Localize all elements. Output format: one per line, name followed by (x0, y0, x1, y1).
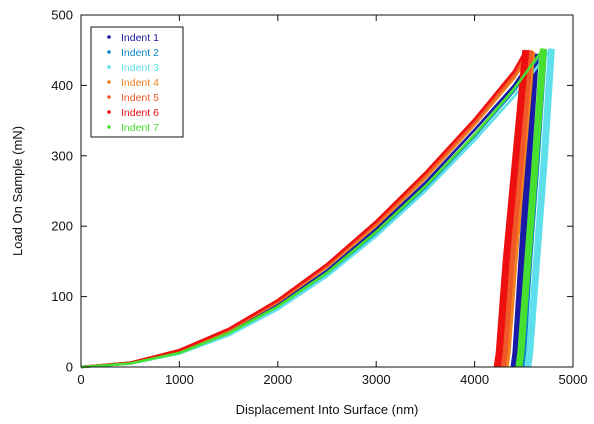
y-tick-label: 0 (66, 360, 73, 375)
legend-marker (107, 125, 111, 129)
legend-label: Indent 1 (121, 32, 159, 44)
legend-label: Indent 3 (121, 62, 159, 74)
series-layer (80, 47, 555, 369)
x-tick-label: 5000 (559, 372, 588, 387)
legend-label: Indent 6 (121, 107, 159, 119)
y-axis-label: Load On Sample (mN) (10, 126, 25, 256)
legend-marker (107, 80, 111, 84)
y-tick-label: 400 (51, 78, 73, 93)
y-tick-label: 200 (51, 219, 73, 234)
x-tick-label: 3000 (362, 372, 391, 387)
ticks-layer: 0 1000 2000 3000 4000 5000 0 100 200 300 400 500 (51, 8, 587, 388)
x-tick-label: 0 (77, 372, 84, 387)
y-tick-label: 100 (51, 289, 73, 304)
series-unloading-line (515, 48, 547, 368)
plot-frame (80, 14, 574, 368)
x-axis-label: Displacement Into Surface (nm) (236, 402, 419, 417)
x-tick-label: 1000 (165, 372, 194, 387)
legend-marker (107, 65, 111, 69)
x-tick-label: 4000 (460, 372, 489, 387)
legend-label: Indent 2 (121, 47, 159, 59)
legend-label: Indent 4 (121, 77, 159, 89)
series-unloading-line (510, 53, 540, 368)
series-loading-line (80, 48, 545, 369)
legend-label: Indent 7 (121, 122, 159, 134)
legend-marker (107, 50, 111, 54)
series-unloading-line (524, 48, 555, 368)
x-tick-label: 2000 (263, 372, 292, 387)
y-tick-label: 300 (51, 148, 73, 163)
series-7 (80, 48, 547, 369)
series-unloading-line (493, 49, 530, 368)
series-6 (80, 49, 530, 369)
series-loading-line (80, 49, 527, 369)
series-unloading-line (498, 49, 534, 368)
legend-marker (107, 110, 111, 114)
legend-box (90, 26, 184, 138)
legend: Indent 1 Indent 2 Indent 3 Indent 4 Indent 5… (90, 26, 184, 138)
legend-label: Indent 5 (121, 92, 159, 104)
legend-marker (107, 35, 111, 39)
legend-marker (107, 95, 111, 99)
y-tick-label: 500 (51, 8, 73, 23)
